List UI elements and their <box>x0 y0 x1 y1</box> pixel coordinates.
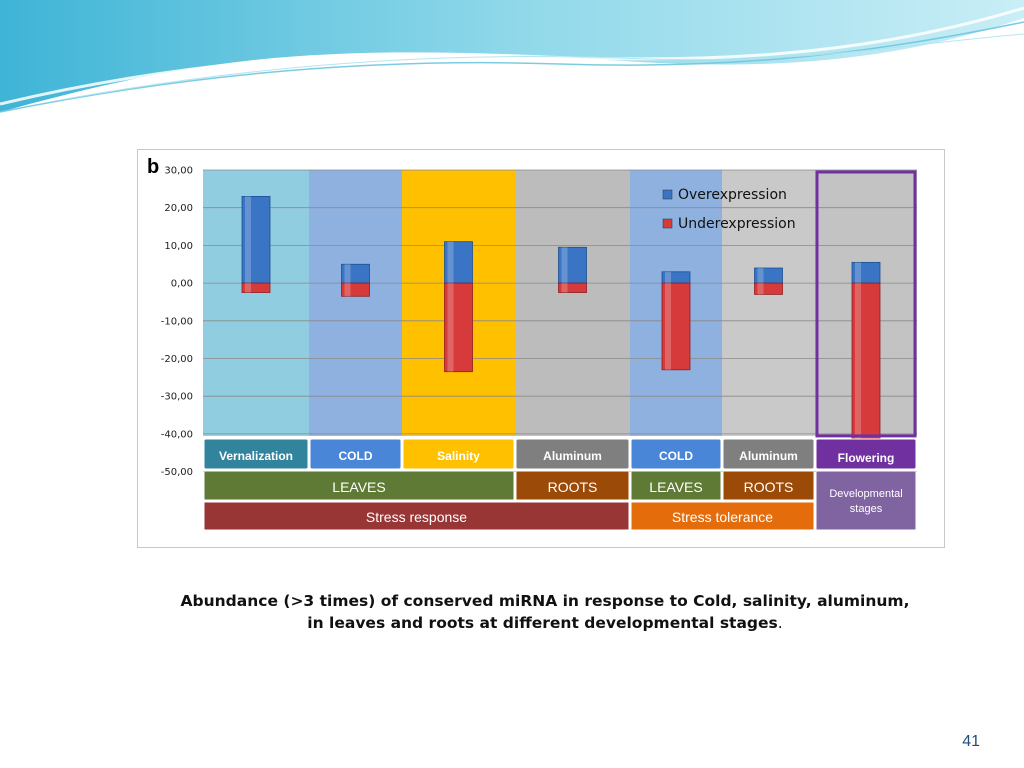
page-number: 41 <box>962 733 980 750</box>
panel-letter: b <box>147 156 160 178</box>
bar-highlight <box>245 196 251 284</box>
category-background-6 <box>722 170 815 436</box>
group-box-2 <box>630 501 815 531</box>
overexpression-bar-4 <box>558 246 587 284</box>
bar-highlight <box>245 283 251 293</box>
category-label: Aluminum <box>739 449 798 463</box>
tissue-box-1 <box>203 470 515 501</box>
category-label-box-5 <box>630 438 722 470</box>
bar-highlight <box>344 283 351 297</box>
bar-highlight <box>665 283 671 370</box>
bar-highlight <box>344 264 351 284</box>
category-label: COLD <box>339 449 373 463</box>
bar-highlight <box>855 283 861 442</box>
figure-caption: Abundance (>3 times) of conserved miRNA … <box>150 590 940 634</box>
underexpression-bar-3 <box>444 282 473 373</box>
category-label-box-2 <box>309 438 402 470</box>
category-label-box-7 <box>815 438 917 470</box>
category-background-2 <box>309 170 402 436</box>
developmental-stages-label: stages <box>850 503 883 515</box>
overexpression-bar-3 <box>444 241 473 284</box>
caption-line-2-text: in leaves and roots at different develop… <box>307 614 778 632</box>
bar-highlight <box>757 283 764 295</box>
y-tick-label: 10,00 <box>164 241 193 252</box>
y-tick-label: -50,00 <box>161 467 193 478</box>
y-tick-label: -40,00 <box>161 429 193 440</box>
category-label: Vernalization <box>219 449 293 463</box>
category-label-box-4 <box>515 438 630 470</box>
caption-line-1: Abundance (>3 times) of conserved miRNA … <box>180 592 910 610</box>
legend-label-1: Overexpression <box>678 187 787 203</box>
developmental-stages-label: Developmental <box>829 488 902 500</box>
developmental-stages-box <box>815 470 917 531</box>
tissue-box-3 <box>630 470 722 501</box>
category-label: COLD <box>659 449 693 463</box>
bar-highlight <box>561 247 568 284</box>
category-label-box-1 <box>203 438 309 470</box>
underexpression-bar-4 <box>558 282 587 293</box>
y-tick-label: -10,00 <box>161 316 193 327</box>
bar-highlight <box>447 241 454 284</box>
bar-highlight <box>447 283 454 372</box>
y-tick-label: -30,00 <box>161 392 193 403</box>
underexpression-bar-5 <box>661 282 691 371</box>
bar-highlight <box>665 271 671 284</box>
bar-highlight <box>757 268 764 284</box>
underexpression-bar-7 <box>851 282 881 442</box>
header-wave-banner <box>0 0 1024 113</box>
overexpression-bar-1 <box>241 195 271 284</box>
flowering-highlight-box <box>815 170 917 438</box>
tissue-label: LEAVES <box>649 479 702 495</box>
caption-period: . <box>777 614 783 632</box>
legend-swatch-1 <box>662 189 673 200</box>
tissue-box-2 <box>515 470 630 501</box>
tissue-label: ROOTS <box>548 479 598 495</box>
category-label: Flowering <box>838 451 895 465</box>
bar-highlight <box>855 262 861 284</box>
tissue-label: ROOTS <box>744 479 794 495</box>
legend-label-2: Underexpression <box>678 216 796 232</box>
tissue-box-4 <box>722 470 815 501</box>
legend-swatch-2 <box>662 218 673 229</box>
category-label-box-6 <box>722 438 815 470</box>
tissue-label: LEAVES <box>332 479 385 495</box>
category-label: Aluminum <box>543 449 602 463</box>
underexpression-bar-6 <box>754 282 783 295</box>
group-label: Stress response <box>366 509 467 525</box>
category-label-box-3 <box>402 438 515 470</box>
caption-line-2: in leaves and roots at different develop… <box>150 612 940 634</box>
category-label: Salinity <box>437 449 480 463</box>
bar-highlight <box>561 283 568 293</box>
underexpression-bar-2 <box>341 282 370 297</box>
group-label: Stress tolerance <box>672 509 773 525</box>
underexpression-bar-1 <box>241 282 271 293</box>
y-tick-label: 30,00 <box>164 166 193 177</box>
group-box-1 <box>203 501 630 531</box>
y-tick-label: -20,00 <box>161 354 193 365</box>
y-tick-label: 0,00 <box>171 279 193 290</box>
category-background-4 <box>515 170 630 436</box>
y-tick-label: 20,00 <box>164 203 193 214</box>
